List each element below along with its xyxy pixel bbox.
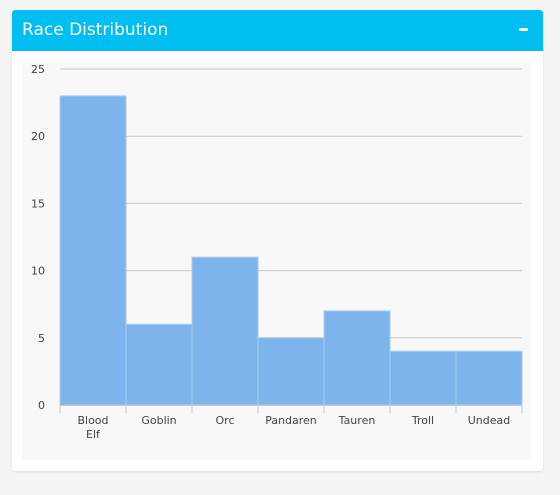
x-tick-label-line: Blood: [77, 414, 108, 427]
x-tick-label: Undead: [468, 414, 511, 427]
bar: [191, 256, 259, 406]
race-bar-chart: 0 5 10 15 20 25 Blood Elf Goblin Orc Pandaren Taure…: [31, 63, 523, 441]
race-distribution-panel: Race Distribution 0 5 10 15 20 25 Blood Elf Gobl…: [12, 10, 543, 471]
x-tick-label: Troll: [411, 414, 434, 427]
y-tick-label: 10: [31, 265, 45, 278]
bar: [125, 323, 193, 406]
x-tick-label-line: Elf: [86, 428, 101, 441]
bar: [389, 350, 457, 406]
y-tick-label: 15: [31, 197, 45, 210]
x-tick-label: Goblin: [141, 414, 176, 427]
panel-header: Race Distribution: [12, 10, 543, 51]
y-tick-label: 0: [38, 399, 45, 412]
collapse-bar: [519, 28, 528, 31]
minus-icon[interactable]: [513, 19, 535, 41]
bar: [59, 95, 127, 406]
y-tick-label: 20: [31, 130, 45, 143]
chart-area: 0 5 10 15 20 25 Blood Elf Goblin Orc Pandaren Taure…: [22, 62, 531, 460]
x-tick-label: Tauren: [338, 414, 376, 427]
y-tick-label: 25: [31, 63, 45, 76]
y-tick-label: 5: [38, 332, 45, 345]
bar: [257, 337, 325, 406]
x-tick-label: Orc: [216, 414, 235, 427]
x-tick-label: Blood Elf: [77, 414, 108, 441]
x-tick-label: Pandaren: [265, 414, 317, 427]
bar: [455, 350, 523, 406]
bar: [323, 310, 391, 406]
panel-title: Race Distribution: [22, 20, 169, 40]
